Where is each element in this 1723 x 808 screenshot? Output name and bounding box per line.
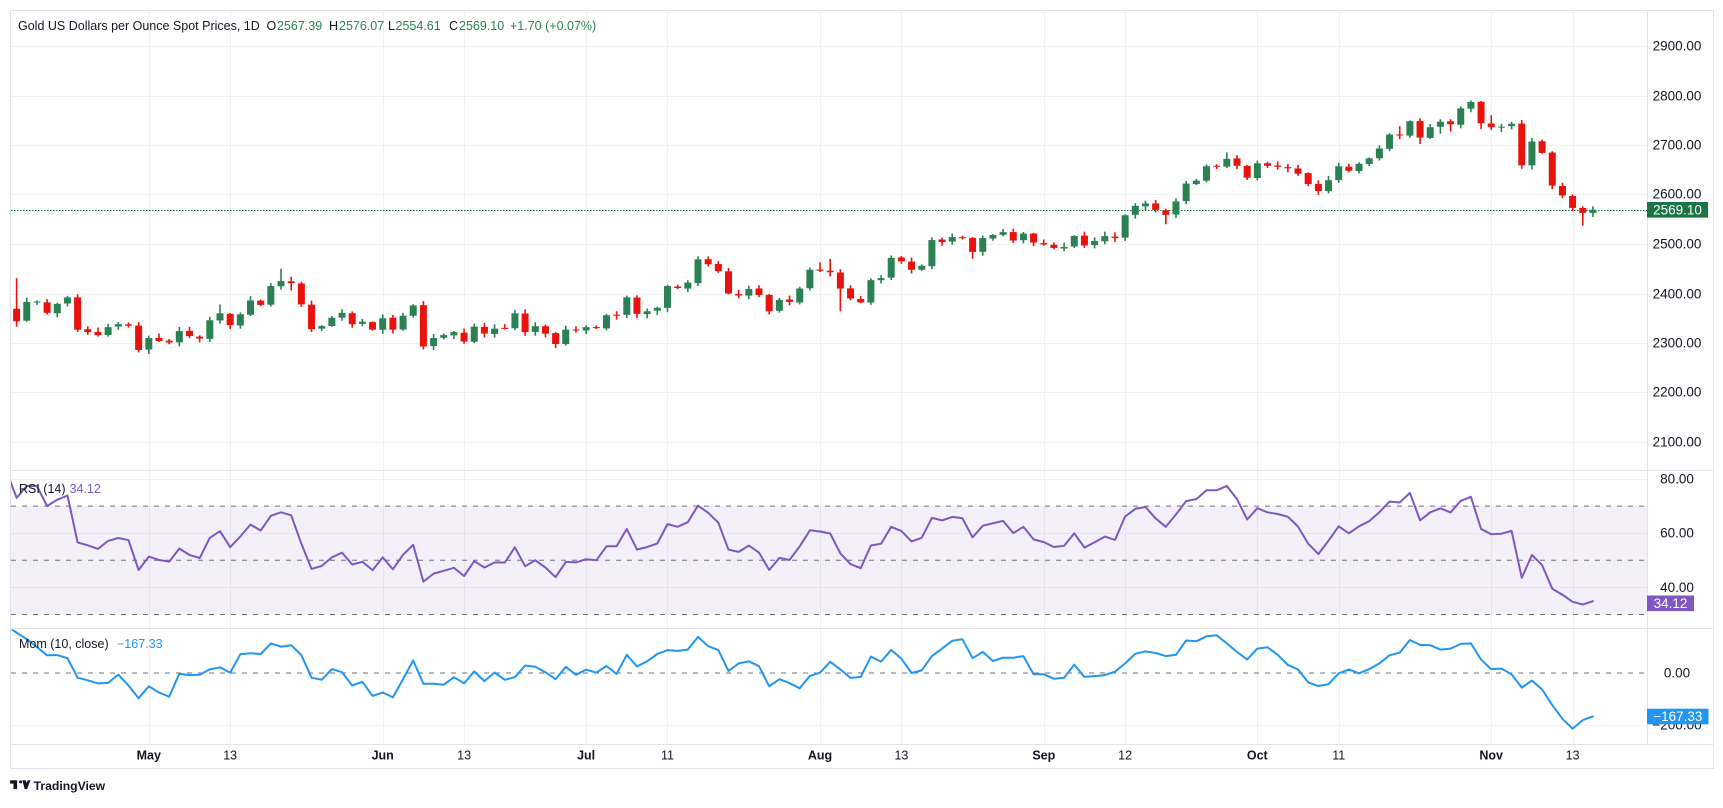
svg-text:Mom (10, close): Mom (10, close) (19, 637, 109, 651)
svg-text:60.00: 60.00 (1660, 526, 1694, 541)
svg-text:May: May (137, 749, 161, 763)
svg-text:Aug: Aug (808, 749, 832, 763)
svg-text:Oct: Oct (1247, 749, 1269, 763)
svg-text:−167.33: −167.33 (1653, 709, 1702, 724)
svg-text:2200.00: 2200.00 (1653, 385, 1702, 400)
svg-text:H: H (329, 19, 338, 33)
svg-text:2600.00: 2600.00 (1653, 187, 1702, 202)
svg-text:34.12: 34.12 (1654, 596, 1688, 611)
svg-text:11: 11 (1332, 749, 1345, 763)
svg-text:L: L (388, 19, 395, 33)
svg-text:Jul: Jul (577, 749, 595, 763)
svg-text:13: 13 (894, 749, 908, 763)
svg-text:2300.00: 2300.00 (1653, 336, 1702, 351)
svg-text:13: 13 (223, 749, 237, 763)
svg-text:2700.00: 2700.00 (1653, 138, 1702, 153)
svg-text:−167.33: −167.33 (117, 637, 163, 651)
svg-text:12: 12 (1118, 749, 1132, 763)
svg-text:11: 11 (661, 749, 674, 763)
svg-text:2569.10: 2569.10 (459, 19, 504, 33)
svg-text:2400.00: 2400.00 (1653, 287, 1702, 302)
svg-text:13: 13 (1566, 749, 1580, 763)
svg-text:2500.00: 2500.00 (1653, 237, 1702, 252)
svg-text:Nov: Nov (1479, 749, 1503, 763)
svg-text:RSI (14): RSI (14) (19, 482, 66, 496)
svg-text:0.00: 0.00 (1664, 666, 1690, 681)
svg-text:2567.39: 2567.39 (277, 19, 322, 33)
svg-text:Gold US Dollars per Ounce Spot: Gold US Dollars per Ounce Spot Prices, 1… (18, 19, 260, 33)
svg-text:2900.00: 2900.00 (1653, 39, 1702, 54)
svg-text:+1.70 (+0.07%): +1.70 (+0.07%) (510, 19, 596, 33)
svg-text:40.00: 40.00 (1660, 580, 1694, 595)
svg-text:2569.10: 2569.10 (1653, 202, 1702, 217)
svg-text:2554.61: 2554.61 (396, 19, 441, 33)
svg-text:2800.00: 2800.00 (1653, 89, 1702, 104)
svg-text:80.00: 80.00 (1660, 472, 1694, 487)
svg-text:TradingView: TradingView (34, 779, 106, 793)
svg-text:O: O (267, 19, 277, 33)
svg-text:34.12: 34.12 (70, 482, 101, 496)
svg-text:Jun: Jun (372, 749, 394, 763)
svg-text:13: 13 (457, 749, 471, 763)
svg-text:Sep: Sep (1032, 749, 1055, 763)
svg-text:2100.00: 2100.00 (1653, 435, 1702, 450)
svg-text:C: C (449, 19, 458, 33)
svg-text:2576.07: 2576.07 (339, 19, 384, 33)
